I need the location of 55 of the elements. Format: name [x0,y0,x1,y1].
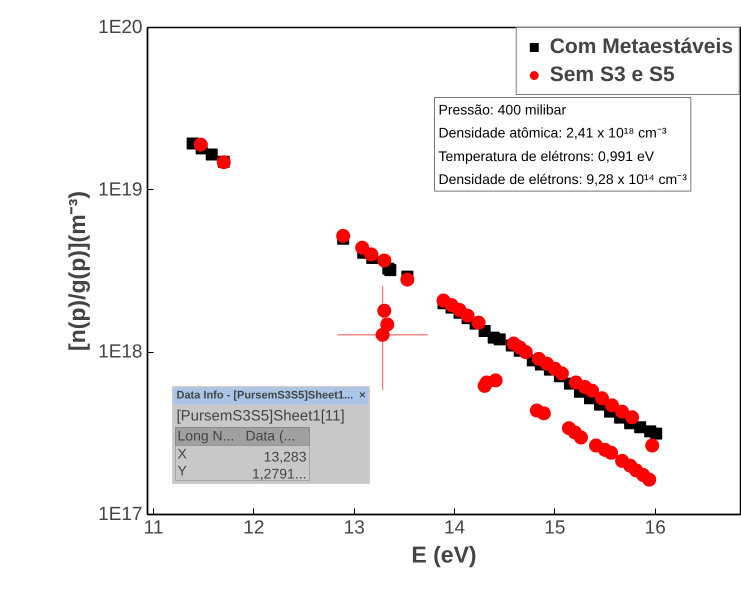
point [642,472,656,487]
annotation: Pressão: 400 milibar [438,102,566,118]
point [194,138,208,152]
point [574,430,588,445]
x-tick-label: 14 [444,518,466,538]
point [377,254,392,268]
y-tick-label: 1E19 [98,179,142,200]
x-axis-title: E (eV) [411,542,477,568]
point [650,428,662,440]
point [380,318,394,332]
point [488,373,503,388]
x-tick-label: 16 [644,518,666,538]
point [595,391,610,406]
point [472,316,486,330]
point [364,247,378,262]
point [536,406,551,420]
x-tick-label: 13 [344,518,365,538]
y-axis-title: [n(p)/g(p)](m⁻³) [64,191,90,351]
y-tick-label: 1E17 [98,504,142,525]
point [645,438,660,453]
annotation: Data Info - [PursemS3S5]Sheet1... [176,390,354,402]
x-tick-label: 11 [144,518,164,538]
point [554,366,569,380]
legend-label: Com Metaestáveis [550,34,733,60]
point [494,333,506,346]
point [377,304,392,318]
point [585,384,599,398]
point [355,240,370,255]
point [604,446,618,460]
annotation: Y [178,462,188,478]
point [206,148,218,161]
point [336,228,350,243]
annotation: Densidade atômica: 2,41 x 10¹⁸ cm⁻³ [438,124,667,141]
point [615,404,630,419]
point [625,410,640,424]
annotation: Data (... [246,428,296,444]
x-tick-label: 12 [243,518,264,538]
annotation: 13,283 [264,448,307,464]
point [518,345,533,360]
legend-label: Sem S3 e S5 [550,62,675,88]
annotation: 1,2791... [252,466,307,482]
point [605,398,620,412]
annotation: X [178,446,188,462]
annotation: [PursemS3S5]Sheet1[11] [176,408,345,424]
y-tick-label: 1E18 [98,342,142,363]
annotation: Densidade de elétrons: 9,28 x 10¹⁴ cm⁻³ [438,171,688,188]
x-tick-label: 15 [544,518,566,538]
point [478,378,492,393]
point [400,272,414,287]
point [460,308,475,323]
annotation: × [359,390,366,402]
y-tick-label: 1E20 [98,17,142,38]
annotation: Long N... [178,428,234,444]
annotation: Temperatura de elétrons: 0,991 eV [438,148,655,164]
point [376,328,390,342]
